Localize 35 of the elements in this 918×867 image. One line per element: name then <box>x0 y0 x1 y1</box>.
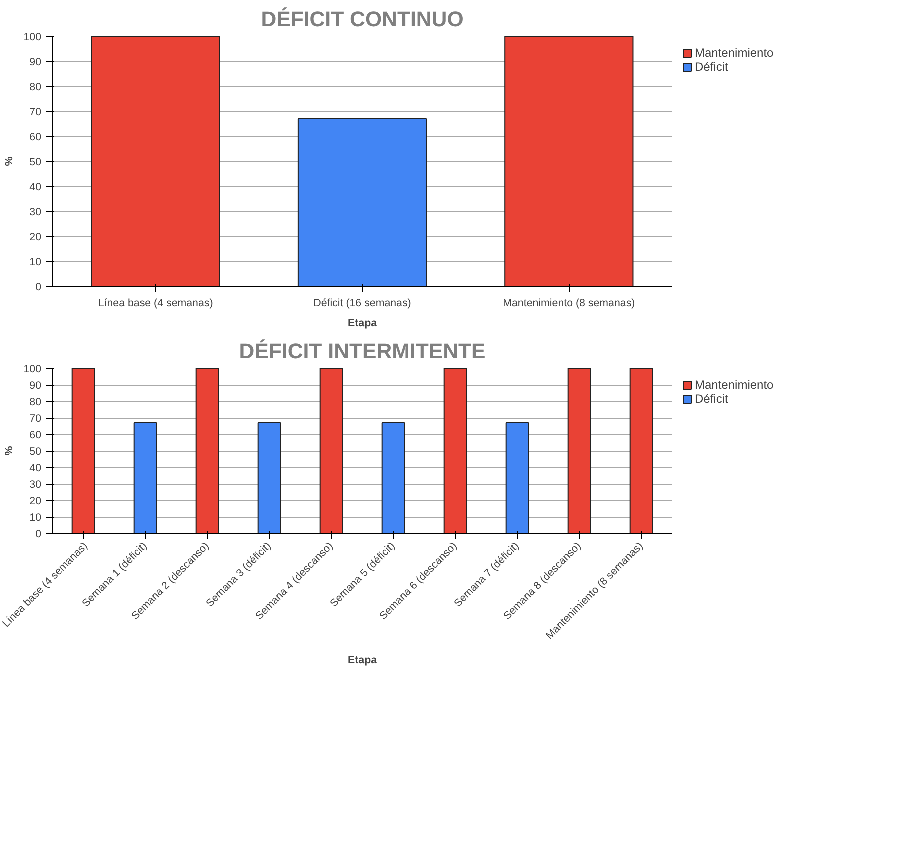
x-axis-title: Etapa <box>348 318 378 330</box>
y-tick-label: 60 <box>30 430 42 442</box>
y-tick-label: 90 <box>30 56 42 68</box>
y-tick-label: 40 <box>30 462 42 474</box>
y-tick-label: 80 <box>30 396 42 408</box>
y-tick-label: 30 <box>30 479 42 491</box>
y-tick-label: 50 <box>30 156 42 168</box>
y-tick-label: 80 <box>30 82 42 94</box>
chart-title: DÉFICIT CONTINUO <box>261 8 464 32</box>
y-tick-label: 100 <box>24 32 42 44</box>
y-axis-title: % <box>4 446 16 456</box>
y-tick-label: 70 <box>30 106 42 118</box>
y-tick-label: 30 <box>30 206 42 218</box>
y-tick-label: 20 <box>30 496 42 508</box>
chart-title: DÉFICIT INTERMITENTE <box>239 340 486 364</box>
x-tick-label: Línea base (4 semanas) <box>98 298 214 310</box>
y-tick-label: 10 <box>30 256 42 268</box>
y-tick-label: 10 <box>30 512 42 524</box>
y-tick-label: 50 <box>30 446 42 458</box>
y-axis-title: % <box>4 156 16 166</box>
y-tick-label: 100 <box>24 364 42 376</box>
y-tick-label: 0 <box>36 528 42 540</box>
y-tick-label: 60 <box>30 132 42 144</box>
x-tick-label: Mantenimiento (8 semanas) <box>503 298 636 310</box>
y-tick-label: 90 <box>30 380 42 392</box>
y-tick-label: 0 <box>36 282 42 294</box>
legend-label: Mantenimiento <box>695 378 774 392</box>
legend-label: Déficit <box>695 60 728 74</box>
x-axis-title: Etapa <box>348 654 378 666</box>
legend-label: Déficit <box>695 392 728 406</box>
y-tick-label: 20 <box>30 232 42 244</box>
y-tick-label: 40 <box>30 182 42 194</box>
x-tick-label: Déficit (16 semanas) <box>314 298 412 310</box>
y-tick-label: 70 <box>30 413 42 425</box>
legend-label: Mantenimiento <box>695 46 774 60</box>
